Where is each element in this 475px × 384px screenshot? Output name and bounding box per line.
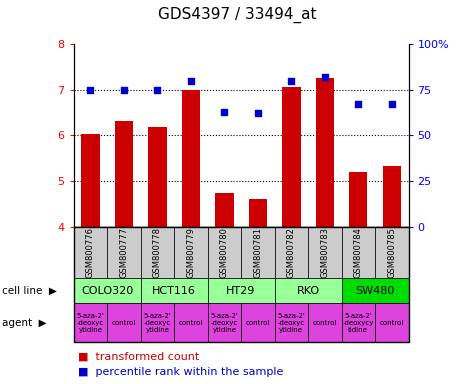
Text: GSM800776: GSM800776 [86, 227, 95, 278]
Point [254, 111, 262, 117]
Bar [81, 134, 100, 227]
Point [388, 101, 396, 108]
Text: control: control [246, 319, 270, 326]
Bar [282, 86, 301, 227]
Text: ■  transformed count: ■ transformed count [78, 352, 200, 362]
Text: cell line  ▶: cell line ▶ [2, 286, 57, 296]
Point [153, 87, 161, 93]
Point [86, 87, 94, 93]
Text: GSM800785: GSM800785 [387, 227, 396, 278]
Point [321, 74, 329, 80]
Text: GSM800782: GSM800782 [287, 227, 296, 278]
Text: GSM800780: GSM800780 [220, 227, 229, 278]
Text: GSM800777: GSM800777 [119, 227, 128, 278]
Text: SW480: SW480 [355, 286, 395, 296]
Text: GSM800781: GSM800781 [253, 227, 262, 278]
Point [354, 101, 362, 108]
Text: GSM800778: GSM800778 [153, 227, 162, 278]
Text: control: control [112, 319, 136, 326]
Point [120, 87, 128, 93]
Text: control: control [179, 319, 203, 326]
Text: 5-aza-2'
-deoxycy
tidine: 5-aza-2' -deoxycy tidine [342, 313, 374, 333]
Text: agent  ▶: agent ▶ [2, 318, 47, 328]
Text: 5-aza-2'
-deoxyc
ytidine: 5-aza-2' -deoxyc ytidine [277, 313, 305, 333]
Text: control: control [313, 319, 337, 326]
Text: RKO: RKO [296, 286, 320, 296]
Text: control: control [380, 319, 404, 326]
Text: COLO320: COLO320 [81, 286, 133, 296]
Text: GDS4397 / 33494_at: GDS4397 / 33494_at [158, 7, 317, 23]
Bar [315, 78, 334, 227]
Text: 5-aza-2'
-deoxyc
ytidine: 5-aza-2' -deoxyc ytidine [143, 313, 171, 333]
Bar [349, 172, 368, 227]
Bar [248, 199, 267, 227]
Text: HT29: HT29 [227, 286, 256, 296]
Bar [181, 90, 200, 227]
Text: 5-aza-2'
-deoxyc
ytidine: 5-aza-2' -deoxyc ytidine [210, 313, 238, 333]
Point [220, 109, 228, 115]
Text: GSM800783: GSM800783 [320, 227, 329, 278]
Text: 5-aza-2'
-deoxyc
ytidine: 5-aza-2' -deoxyc ytidine [76, 313, 104, 333]
Text: GSM800784: GSM800784 [354, 227, 363, 278]
Text: HCT116: HCT116 [152, 286, 196, 296]
Point [287, 78, 295, 84]
Text: ■  percentile rank within the sample: ■ percentile rank within the sample [78, 367, 284, 377]
Bar [114, 121, 133, 227]
Point [187, 78, 195, 84]
Text: GSM800779: GSM800779 [186, 227, 195, 278]
Bar [382, 166, 401, 227]
Bar [215, 193, 234, 227]
Bar [148, 127, 167, 227]
